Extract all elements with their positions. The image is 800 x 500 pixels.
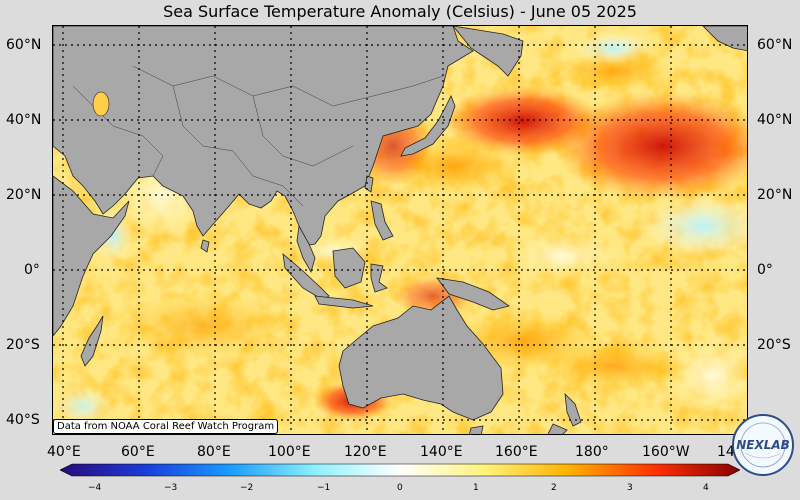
lon-label-120e: 120°E [344, 444, 387, 460]
colorbar-tick: 4 [703, 483, 709, 493]
colorbar-tick: −3 [164, 483, 178, 493]
colorbar-tick: −2 [240, 483, 254, 493]
colorbar-tick: −1 [317, 483, 331, 493]
map-canvas [53, 26, 747, 434]
lon-label-40e: 40°E [47, 444, 81, 460]
colorbar-tick: 3 [627, 483, 633, 493]
nexlab-logo-icon: NEXLAB [732, 414, 794, 476]
lat-label-20s-left: 20°S [6, 337, 40, 353]
java-land [314, 295, 374, 309]
colorbar-tick: 1 [473, 483, 479, 493]
philippines-land [370, 200, 394, 241]
alaska-land [702, 26, 747, 52]
lon-label-80e: 80°E [197, 444, 231, 460]
colorbar-tick: 2 [551, 483, 557, 493]
lat-label-60n-left: 60°N [6, 37, 42, 53]
japan-land [400, 95, 456, 157]
colorbar-gradient [60, 463, 740, 477]
tasmania-land [469, 425, 484, 434]
lon-label-140w-partial: 14 [717, 444, 735, 460]
australia-land [338, 295, 504, 421]
lon-label-60e: 60°E [121, 444, 155, 460]
colorbar-tick: 0 [397, 483, 403, 493]
borneo-land [332, 247, 366, 289]
lat-label-40n-right: 40°N [757, 112, 793, 128]
sulawesi-land [370, 263, 388, 293]
africa-land [53, 175, 130, 337]
lat-label-0-right: 0° [757, 262, 773, 278]
new-zealand-south-land [547, 423, 568, 434]
data-credit-label: Data from NOAA Coral Reef Watch Program [53, 419, 279, 434]
kamchatka-land [452, 26, 524, 77]
lat-label-40n-left: 40°N [6, 112, 42, 128]
colorbar [60, 463, 740, 477]
malay-peninsula-land [296, 224, 316, 274]
lat-label-40s-left: 40°S [6, 412, 40, 428]
lat-label-20n-left: 20°N [6, 187, 42, 203]
lon-label-160w: 160°W [642, 444, 690, 460]
logo-text: NEXLAB [736, 438, 790, 452]
colorbar-tick: −4 [88, 483, 102, 493]
map-title: Sea Surface Temperature Anomaly (Celsius… [163, 2, 637, 21]
lat-label-60n-right: 60°N [757, 37, 793, 53]
madagascar-land [80, 315, 104, 367]
lat-label-20s-right: 20°S [757, 337, 791, 353]
caspian-sea [92, 91, 110, 117]
sri-lanka-land [200, 239, 210, 253]
new-zealand-land [564, 392, 582, 427]
lon-label-180: 180° [575, 444, 609, 460]
lat-label-20n-right: 20°N [757, 187, 793, 203]
lon-label-100e: 100°E [268, 444, 311, 460]
sst-anomaly-map [52, 25, 748, 435]
lat-label-0-left: 0° [24, 262, 40, 278]
new-guinea-land [436, 277, 510, 311]
lon-label-140e: 140°E [420, 444, 463, 460]
lon-label-160e: 160°E [495, 444, 538, 460]
